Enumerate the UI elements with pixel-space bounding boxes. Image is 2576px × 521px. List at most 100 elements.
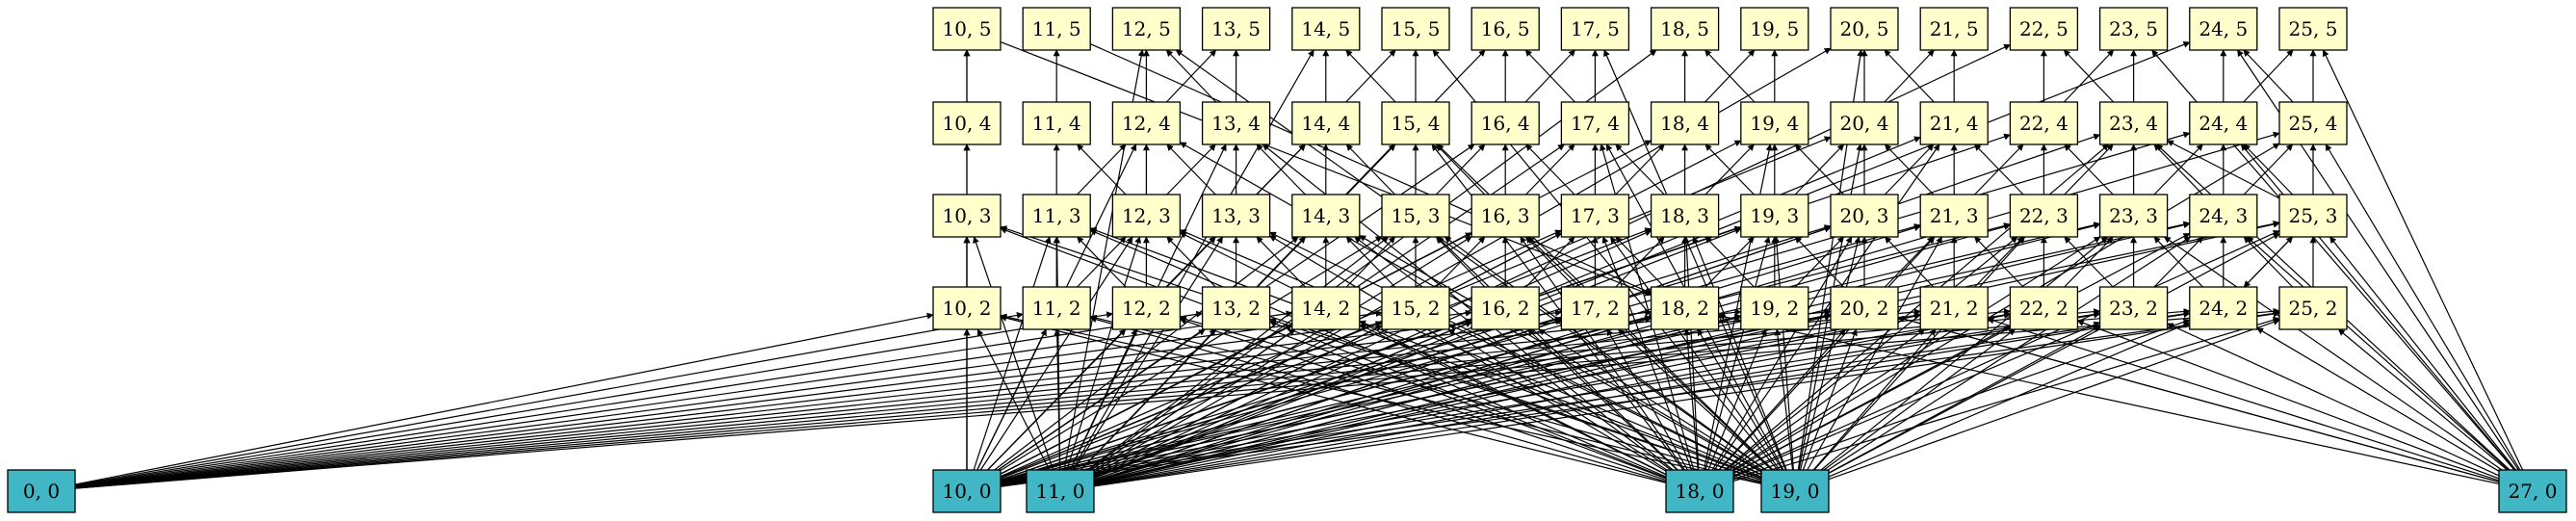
node-box xyxy=(1291,7,1361,51)
edge xyxy=(1268,320,1667,479)
node-14-5: 14, 5 xyxy=(1291,7,1361,51)
node-15-2: 15, 2 xyxy=(1381,286,1450,330)
node-21-5: 21, 5 xyxy=(1919,7,1989,51)
edge xyxy=(74,308,1742,488)
node-11-4: 11, 4 xyxy=(1022,101,1091,145)
edge xyxy=(1256,236,1306,288)
node-box xyxy=(1740,7,1809,51)
node-box xyxy=(1201,194,1271,238)
edge xyxy=(2076,320,2500,480)
node-17-4: 17, 4 xyxy=(1560,101,1630,145)
edge xyxy=(1884,49,1935,103)
edge xyxy=(1828,326,2101,474)
edge xyxy=(1093,221,2191,484)
node-label: 16, 4 xyxy=(1481,112,1530,135)
node-label: 24, 2 xyxy=(2199,297,2248,320)
node-22-2: 22, 2 xyxy=(2009,286,2079,330)
node-box xyxy=(1919,286,1989,330)
node-box xyxy=(1381,194,1450,238)
node-label: 14, 2 xyxy=(1301,297,1350,320)
node-label: 15, 4 xyxy=(1392,112,1441,135)
node-label: 14, 5 xyxy=(1301,17,1350,40)
edge xyxy=(1704,236,1755,288)
node-box xyxy=(2098,286,2169,330)
edge xyxy=(74,308,1921,489)
node-label: 10, 0 xyxy=(943,480,992,503)
node-11-0: 11, 0 xyxy=(1026,469,1095,513)
node-label: 13, 5 xyxy=(1211,17,1261,40)
node-box xyxy=(1381,101,1450,145)
node-box xyxy=(1560,101,1630,145)
node-box xyxy=(1740,101,1809,145)
node-label: 14, 3 xyxy=(1301,204,1350,227)
node-20-2: 20, 2 xyxy=(1830,286,1899,330)
node-box xyxy=(1740,286,1809,330)
edge xyxy=(1000,235,1383,472)
node-10-2: 10, 2 xyxy=(932,286,1002,330)
node-box xyxy=(932,7,1002,51)
node-19-5: 19, 5 xyxy=(1740,7,1809,51)
edge xyxy=(1527,328,1678,471)
edge xyxy=(1615,143,1665,195)
edge xyxy=(2243,49,2294,103)
edge xyxy=(1268,318,1762,482)
node-box xyxy=(1560,286,1630,330)
node-19-2: 19, 2 xyxy=(1740,286,1809,330)
edge xyxy=(74,308,2101,489)
node-label: 23, 4 xyxy=(2109,112,2158,135)
node-17-5: 17, 5 xyxy=(1560,7,1630,51)
edge xyxy=(1828,322,2191,478)
node-18-4: 18, 4 xyxy=(1650,101,1720,145)
node-label: 21, 3 xyxy=(1930,204,1979,227)
edge xyxy=(2246,236,2510,471)
edge xyxy=(1732,236,2101,471)
edge xyxy=(1828,233,2280,474)
node-box xyxy=(1650,286,1720,330)
node-label: 13, 2 xyxy=(1211,297,1261,320)
node-box xyxy=(932,469,1002,513)
node-label: 25, 2 xyxy=(2289,297,2338,320)
node-label: 10, 4 xyxy=(943,112,992,135)
node-box xyxy=(1022,286,1091,330)
node-label: 14, 4 xyxy=(1301,112,1350,135)
edge xyxy=(1617,328,1773,471)
edge xyxy=(1435,143,1486,195)
node-box xyxy=(1560,7,1630,51)
edge xyxy=(1175,49,1766,471)
node-label: 15, 3 xyxy=(1392,204,1441,227)
edge xyxy=(1538,328,1762,471)
node-box xyxy=(1830,286,1899,330)
node-box xyxy=(1560,194,1630,238)
edge xyxy=(1884,143,1935,195)
node-label: 21, 2 xyxy=(1930,297,1979,320)
edge xyxy=(1359,320,1762,479)
edge xyxy=(1093,224,1921,482)
edge xyxy=(1773,236,1794,471)
edge xyxy=(1697,328,1783,471)
edge xyxy=(1726,236,2018,471)
edge xyxy=(1000,224,1832,482)
node-label: 25, 3 xyxy=(2289,204,2338,227)
node-24-3: 24, 3 xyxy=(2189,194,2258,238)
edge xyxy=(1093,311,2191,487)
node-18-0: 18, 0 xyxy=(1665,469,1734,513)
node-box xyxy=(7,469,76,513)
node-label: 11, 5 xyxy=(1032,17,1081,40)
node-label: 17, 4 xyxy=(1571,112,1620,135)
node-label: 23, 3 xyxy=(2109,204,2158,227)
edge xyxy=(1179,142,1762,473)
edge xyxy=(2166,323,2500,477)
edge xyxy=(1711,236,1853,471)
edge xyxy=(2064,236,2114,288)
edge xyxy=(2256,327,2500,472)
node-13-4: 13, 4 xyxy=(1201,101,1271,145)
node-label: 19, 4 xyxy=(1750,112,1799,135)
node-20-4: 20, 4 xyxy=(1830,101,1899,145)
node-label: 27, 0 xyxy=(2509,480,2558,503)
node-box xyxy=(1026,469,1095,513)
node-23-2: 23, 2 xyxy=(2098,286,2169,330)
node-label: 11, 4 xyxy=(1032,112,1081,135)
node-label: 18, 4 xyxy=(1660,112,1709,135)
edge xyxy=(1525,143,1575,195)
edge xyxy=(1165,49,1217,103)
